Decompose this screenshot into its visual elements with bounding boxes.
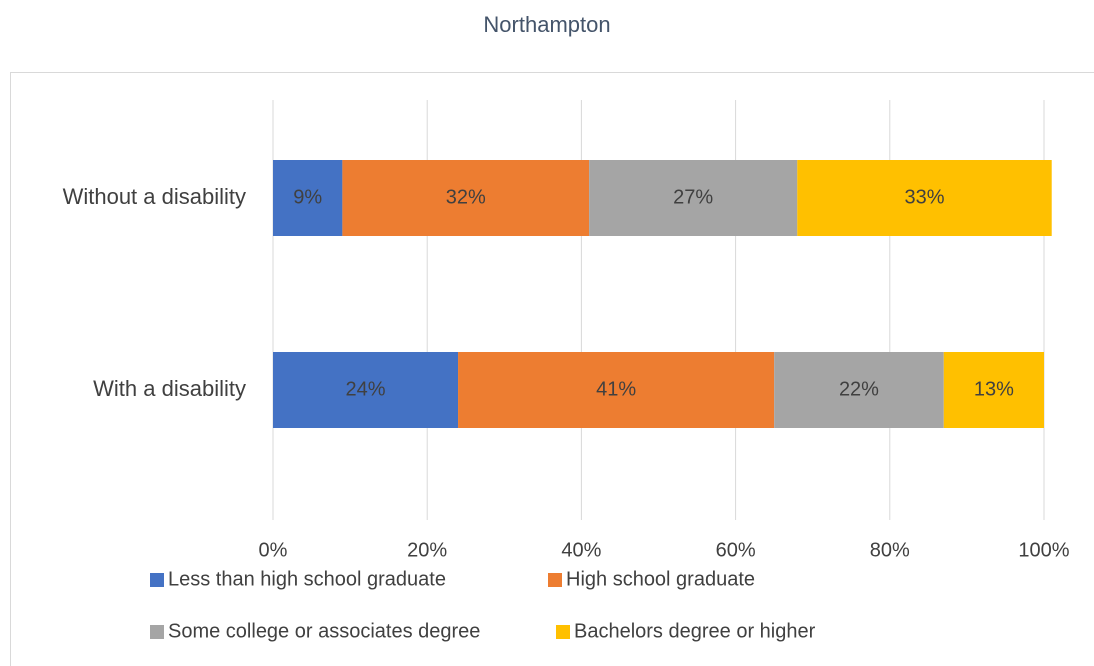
- bar-segment: [458, 352, 775, 428]
- x-tick-label: 60%: [716, 539, 756, 561]
- data-label: 33%: [904, 186, 944, 208]
- legend-swatch: [548, 573, 562, 587]
- legend-swatch: [556, 625, 570, 639]
- y-tick-label: Without a disability: [63, 184, 246, 209]
- data-label: 41%: [596, 378, 636, 400]
- bar-segment: [589, 160, 798, 236]
- bar-segment: [774, 352, 944, 428]
- data-label: 32%: [446, 186, 486, 208]
- bar-segment: [943, 352, 1044, 428]
- legend-label: Some college or associates degree: [168, 620, 480, 642]
- data-label: 22%: [839, 378, 879, 400]
- legend-label: High school graduate: [566, 568, 755, 590]
- x-tick-label: 100%: [1018, 539, 1069, 561]
- bar-segment: [273, 352, 459, 428]
- x-tick-label: 80%: [870, 539, 910, 561]
- legend-swatch: [150, 625, 164, 639]
- legend-label: Bachelors degree or higher: [574, 620, 816, 642]
- data-label: 27%: [673, 186, 713, 208]
- x-tick-label: 0%: [259, 539, 288, 561]
- bar-segment: [273, 160, 343, 236]
- data-label: 9%: [293, 186, 322, 208]
- chart-border: [10, 72, 1094, 666]
- bar-segment: [342, 160, 590, 236]
- legend-label: Less than high school graduate: [168, 568, 446, 590]
- x-tick-label: 40%: [561, 539, 601, 561]
- chart-title: Northampton: [483, 12, 610, 37]
- y-tick-label: With a disability: [93, 376, 246, 401]
- x-tick-label: 20%: [407, 539, 447, 561]
- data-label: 24%: [346, 378, 386, 400]
- data-label: 13%: [974, 378, 1014, 400]
- legend-swatch: [150, 573, 164, 587]
- bar-segment: [797, 160, 1052, 236]
